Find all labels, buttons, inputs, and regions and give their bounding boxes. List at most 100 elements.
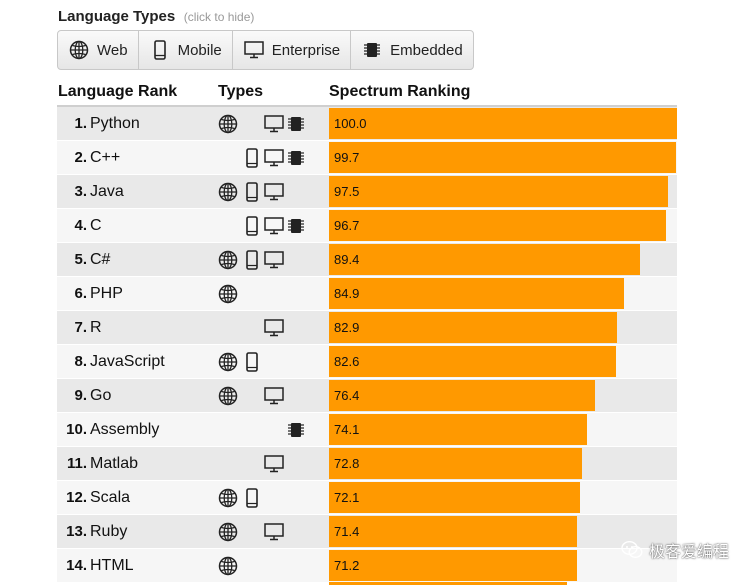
bar-track: 72.1 xyxy=(329,481,677,515)
language-name: Go xyxy=(90,387,112,404)
language-name: Assembly xyxy=(90,421,160,438)
ranking-value-label: 99.7 xyxy=(334,150,360,165)
bar-track: 82.9 xyxy=(329,311,677,345)
table-row[interactable]: 14. HTML 71.2 xyxy=(57,549,677,583)
ranking-bar xyxy=(329,516,578,547)
language-name: Java xyxy=(90,183,124,200)
monitor-icon xyxy=(262,249,286,271)
language-name: Matlab xyxy=(90,455,139,472)
monitor-icon xyxy=(262,385,286,407)
ranking-value-label: 72.1 xyxy=(334,490,360,505)
types-column-header[interactable]: Types xyxy=(218,83,264,100)
phone-icon xyxy=(245,181,259,203)
language-name: C xyxy=(90,217,102,234)
globe-icon xyxy=(217,555,239,577)
rank-number: 12. xyxy=(66,489,87,506)
ranking-value-label: 74.1 xyxy=(334,422,360,437)
globe-icon xyxy=(217,521,239,543)
monitor-icon xyxy=(262,181,286,203)
ranking-bar xyxy=(329,108,677,139)
table-row[interactable]: 12. Scala 72.1 xyxy=(57,481,677,515)
bar-track: 71.2 xyxy=(329,549,677,583)
table-row[interactable]: 8. JavaScript 82.6 xyxy=(57,345,677,379)
table-row[interactable]: 7. R 82.9 xyxy=(57,311,677,345)
ranking-value-label: 82.9 xyxy=(334,320,360,335)
mobile-filter-button[interactable]: Mobile xyxy=(139,31,233,69)
embedded-filter-label: Embedded xyxy=(390,41,463,59)
bar-track: 72.8 xyxy=(329,447,677,481)
ranking-bar xyxy=(329,312,618,343)
enterprise-filter-button[interactable]: Enterprise xyxy=(233,31,352,69)
table-row[interactable]: 5. C# 89.4 xyxy=(57,243,677,277)
chip-icon xyxy=(287,113,305,135)
table-row[interactable]: 2. C++ 99.7 xyxy=(57,141,677,175)
rank-number: 14. xyxy=(66,557,87,574)
globe-icon xyxy=(217,351,239,373)
language-rank-column-header[interactable]: Language Rank xyxy=(58,83,178,100)
ranking-bar xyxy=(329,176,669,207)
ranking-value-label: 84.9 xyxy=(334,286,360,301)
chip-icon xyxy=(287,419,305,441)
bar-track: 71.4 xyxy=(329,515,677,549)
language-types-title: Language Types xyxy=(58,8,176,25)
ranking-value-label: 71.2 xyxy=(334,558,360,573)
globe-icon xyxy=(217,249,239,271)
language-name: Python xyxy=(90,115,140,132)
table-row[interactable]: 11. Matlab 72.8 xyxy=(57,447,677,481)
globe-icon xyxy=(67,38,91,62)
globe-icon xyxy=(217,487,239,509)
phone-icon xyxy=(245,487,259,509)
globe-icon xyxy=(217,385,239,407)
table-row[interactable]: 10. Assembly 74.1 xyxy=(57,413,677,447)
chip-icon xyxy=(360,38,384,62)
phone-icon xyxy=(245,147,259,169)
ranking-value-label: 72.8 xyxy=(334,456,360,471)
ranking-bar xyxy=(329,142,676,173)
table-row[interactable]: 1. Python 100.0 xyxy=(57,107,677,141)
rank-number: 7. xyxy=(74,319,87,336)
rank-number: 4. xyxy=(74,217,87,234)
rank-number: 10. xyxy=(66,421,87,438)
monitor-icon xyxy=(262,215,286,237)
language-name: HTML xyxy=(90,557,134,574)
language-type-filters: Web Mobile Enterprise Embedded xyxy=(57,30,474,70)
ranking-table: 1. Python 100.0 2. C++ 99.7 3. Java 97.5 4. C 96.7 5… xyxy=(57,107,677,583)
bar-track: 97.5 xyxy=(329,175,677,209)
language-name: R xyxy=(90,319,102,336)
web-filter-label: Web xyxy=(97,41,128,59)
rank-number: 1. xyxy=(74,115,87,132)
monitor-icon xyxy=(262,113,286,135)
ranking-bar xyxy=(329,550,577,581)
rank-number: 2. xyxy=(74,149,87,166)
chip-icon xyxy=(287,147,305,169)
bar-track: 84.9 xyxy=(329,277,677,311)
ranking-value-label: 71.4 xyxy=(334,524,360,539)
click-to-hide-hint: (click to hide) xyxy=(183,10,255,24)
ranking-value-label: 82.6 xyxy=(334,354,360,369)
next-row-bar-fragment xyxy=(329,582,567,585)
ranking-value-label: 76.4 xyxy=(334,388,360,403)
rank-number: 8. xyxy=(74,353,87,370)
table-row[interactable]: 3. Java 97.5 xyxy=(57,175,677,209)
bar-track: 74.1 xyxy=(329,413,677,447)
phone-icon xyxy=(245,249,259,271)
ranking-bar xyxy=(329,278,625,309)
ranking-value-label: 97.5 xyxy=(334,184,360,199)
table-row[interactable]: 4. C 96.7 xyxy=(57,209,677,243)
rank-number: 3. xyxy=(74,183,87,200)
ranking-bar xyxy=(329,244,641,275)
bar-track: 99.7 xyxy=(329,141,677,175)
web-filter-button[interactable]: Web xyxy=(58,31,139,69)
bar-track: 82.6 xyxy=(329,345,677,379)
ranking-bar xyxy=(329,380,595,411)
table-row[interactable]: 13. Ruby 71.4 xyxy=(57,515,677,549)
watermark-text: 极客爱编程 xyxy=(648,544,729,561)
embedded-filter-button[interactable]: Embedded xyxy=(351,31,473,69)
table-row[interactable]: 6. PHP 84.9 xyxy=(57,277,677,311)
watermark: 极客爱编程 xyxy=(621,538,729,562)
spectrum-ranking-column-header[interactable]: Spectrum Ranking xyxy=(329,83,471,100)
wechat-icon xyxy=(621,540,643,559)
table-row[interactable]: 9. Go 76.4 xyxy=(57,379,677,413)
phone-icon xyxy=(245,351,259,373)
language-name: C# xyxy=(90,251,111,268)
